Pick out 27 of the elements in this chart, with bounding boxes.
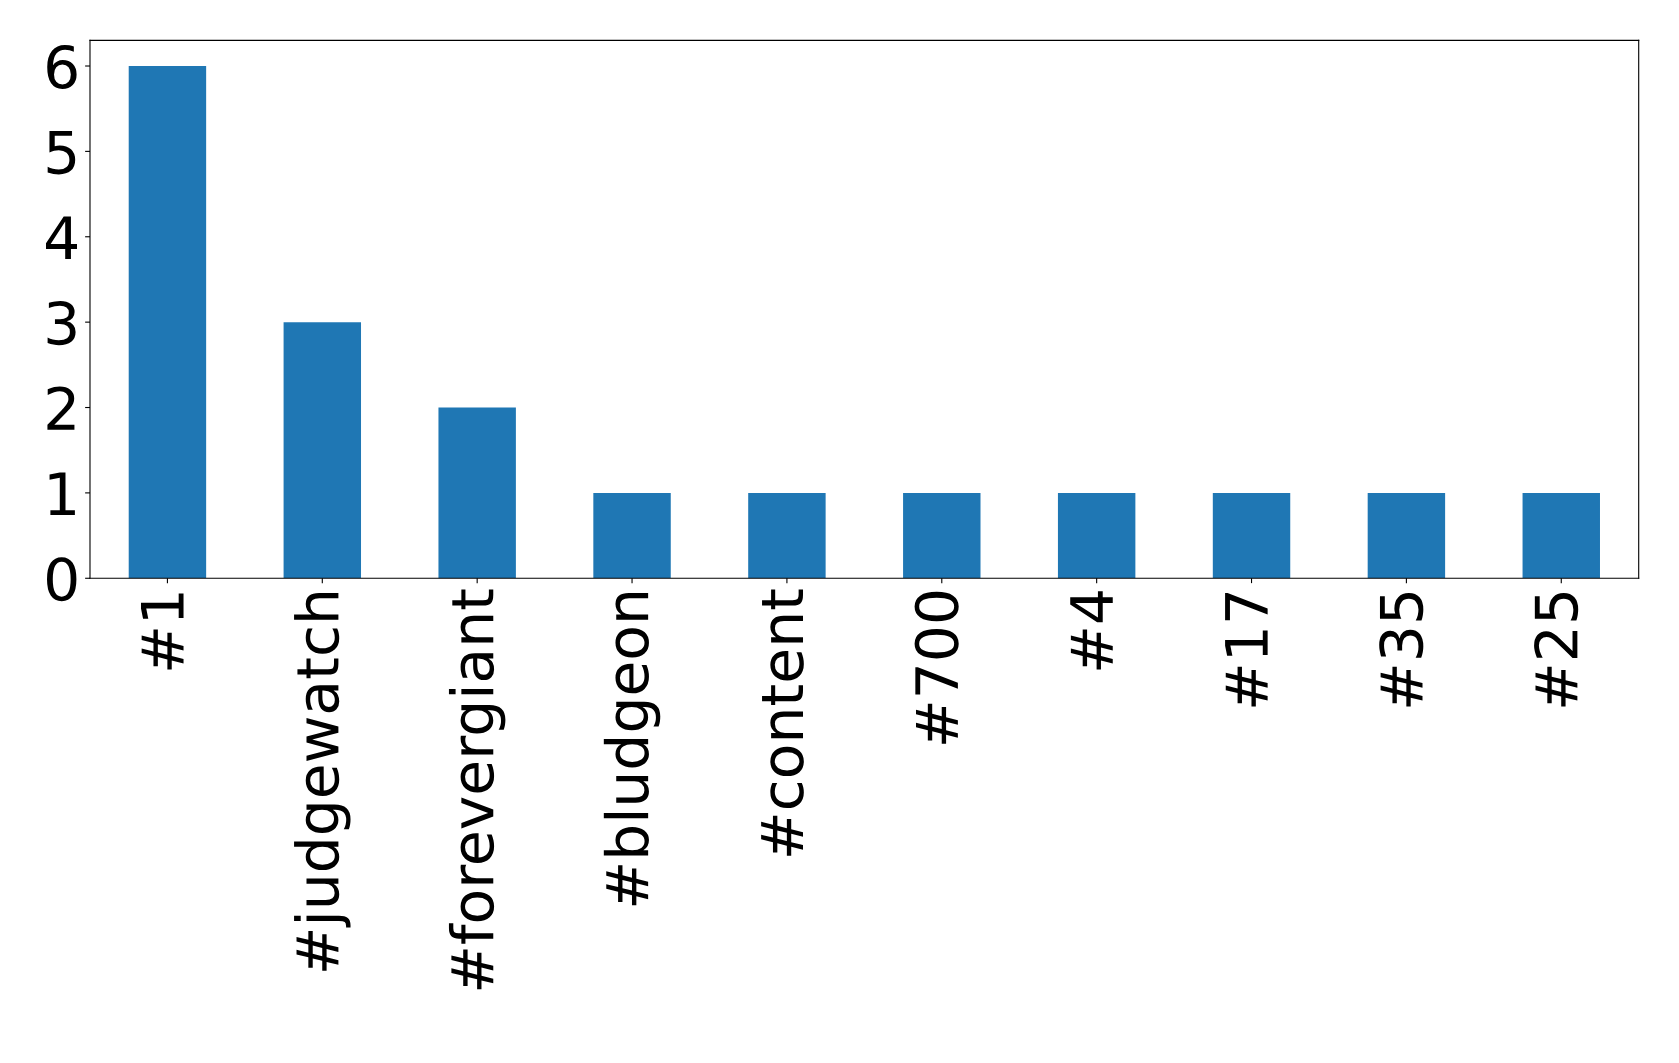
bar: [748, 492, 826, 579]
y-tick-label: 6: [47, 44, 77, 89]
bar: [903, 492, 981, 579]
x-tick-label: #forevergiant: [448, 589, 506, 990]
x-tick-label: #bludgeon: [603, 592, 661, 906]
x-tick-label: #700: [914, 591, 959, 744]
bar: [128, 66, 207, 579]
bar: [1212, 492, 1291, 579]
x-tick-label: #25: [1534, 593, 1579, 707]
bar: [1522, 492, 1600, 579]
x-tick-label: #content: [761, 589, 804, 856]
bar: [593, 492, 671, 579]
y-tick-label: 3: [47, 301, 76, 346]
y-tick-label: 2: [47, 386, 75, 430]
y-tick-label: 5: [47, 131, 76, 175]
x-tick-label: #1: [141, 593, 184, 670]
x-tick-label: #17: [1225, 592, 1268, 707]
x-tick-label: #judgewatch: [294, 592, 351, 971]
x-tick-label: #35: [1379, 593, 1424, 707]
x-tick-label: #4: [1070, 591, 1113, 670]
y-tick-label: 0: [47, 557, 77, 602]
bar: [1367, 492, 1446, 579]
bar: [1057, 492, 1136, 579]
bar: [438, 407, 516, 579]
bar: [283, 322, 362, 579]
y-tick-label: 4: [46, 216, 77, 259]
y-tick-label: 1: [49, 472, 75, 516]
